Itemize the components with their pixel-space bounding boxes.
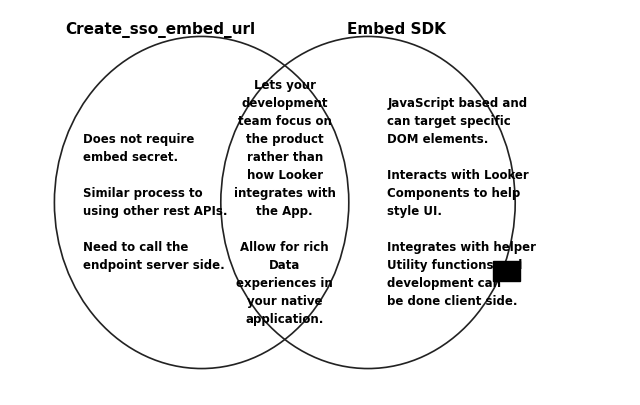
FancyBboxPatch shape: [493, 261, 520, 281]
Text: Embed SDK: Embed SDK: [348, 22, 446, 37]
Text: Does not require
embed secret.

Similar process to
using other rest APIs.

Need : Does not require embed secret. Similar p…: [83, 133, 228, 272]
Text: Lets your
development
team focus on
the product
rather than
how Looker
integrate: Lets your development team focus on the …: [234, 79, 336, 326]
Text: Create_sso_embed_url: Create_sso_embed_url: [65, 22, 255, 38]
Text: JavaScript based and
can target specific
DOM elements.

Interacts with Looker
Co: JavaScript based and can target specific…: [387, 97, 536, 308]
